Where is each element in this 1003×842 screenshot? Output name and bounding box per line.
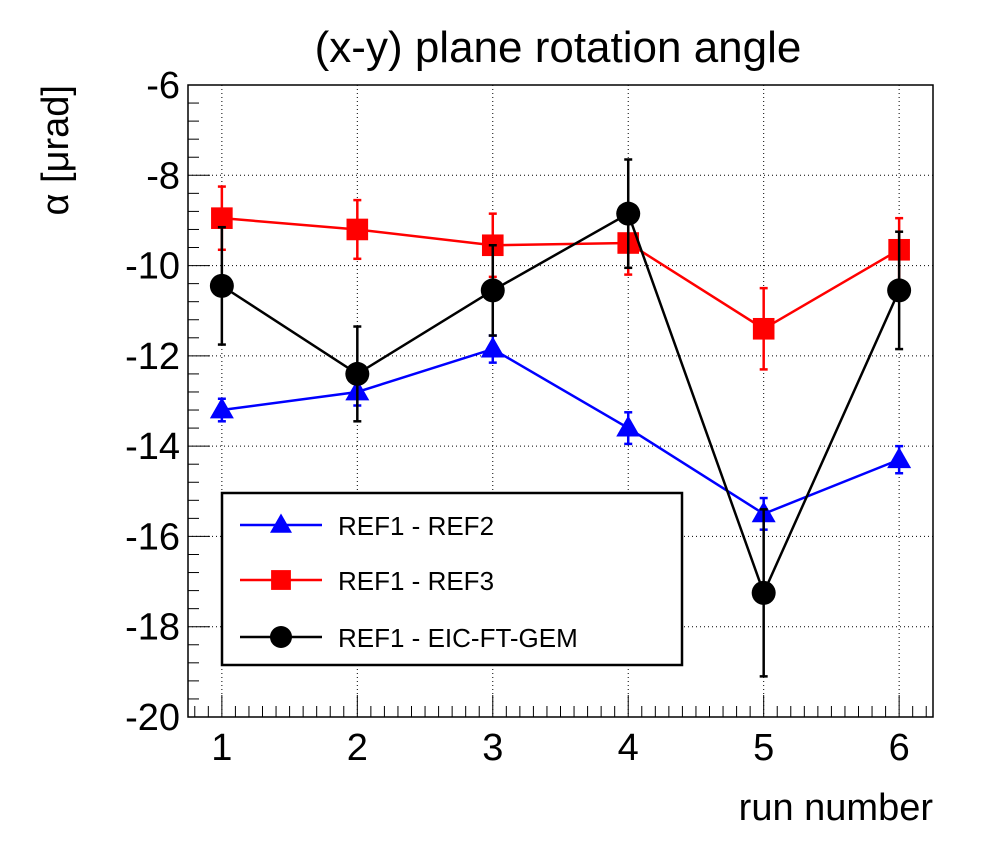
- circle-marker: [209, 273, 234, 298]
- legend-label: REF1 - EIC-FT-GEM: [338, 623, 578, 653]
- chart-title: (x-y) plane rotation angle: [315, 23, 802, 72]
- triangle-marker: [209, 397, 234, 419]
- tick-labels: 1 2 3 4 5 6 -20 -18 -16 -14 -12 -10 -8 -6: [125, 65, 910, 769]
- y-tick-label: -8: [146, 155, 180, 197]
- series-line: [221, 347, 900, 516]
- series-layer: [209, 158, 912, 678]
- series-ref1-ref3: [211, 185, 910, 371]
- circle-marker: [345, 361, 370, 386]
- square-marker: [346, 218, 369, 241]
- series-line: [221, 216, 900, 331]
- x-axis-label: run number: [739, 787, 934, 829]
- square-marker: [271, 570, 291, 590]
- square-marker: [211, 207, 233, 229]
- circle-marker: [480, 278, 505, 303]
- legend-label: REF1 - REF3: [338, 566, 494, 596]
- y-axis-label: α [μrad]: [35, 85, 77, 215]
- y-tick-label: -10: [125, 246, 180, 288]
- series-ref1-eic-ft-gem: [209, 158, 912, 678]
- triangle-marker: [887, 447, 912, 469]
- triangle-marker: [616, 415, 641, 437]
- y-tick-label: -12: [125, 336, 180, 378]
- y-tick-label: -16: [125, 516, 180, 558]
- legend: REF1 - REF2 REF1 - REF3 REF1 - EIC-FT-GEM: [220, 491, 684, 667]
- y-tick-label: -6: [146, 65, 180, 107]
- legend-label: REF1 - REF2: [338, 511, 494, 541]
- circle-marker: [270, 626, 292, 648]
- x-tick-label: 1: [211, 727, 232, 769]
- x-tick-label: 6: [889, 727, 910, 769]
- legend-entry: REF1 - EIC-FT-GEM: [240, 623, 578, 653]
- y-tick-label: -20: [125, 697, 180, 739]
- axis-ticks: [188, 84, 927, 718]
- x-tick-label: 4: [618, 727, 639, 769]
- legend-entry: REF1 - REF3: [240, 566, 494, 596]
- y-tick-label: -18: [125, 607, 180, 649]
- circle-marker: [616, 201, 641, 226]
- x-tick-label: 2: [347, 727, 368, 769]
- legend-entry: REF1 - REF2: [240, 511, 494, 541]
- triangle-marker: [270, 513, 292, 533]
- series-line: [221, 211, 901, 597]
- circle-marker: [887, 278, 912, 303]
- x-tick-label: 5: [753, 727, 774, 769]
- triangle-marker: [480, 336, 505, 358]
- y-tick-label: -14: [125, 426, 180, 468]
- x-tick-label: 3: [482, 727, 503, 769]
- circle-marker: [751, 580, 776, 605]
- square-marker: [752, 317, 775, 340]
